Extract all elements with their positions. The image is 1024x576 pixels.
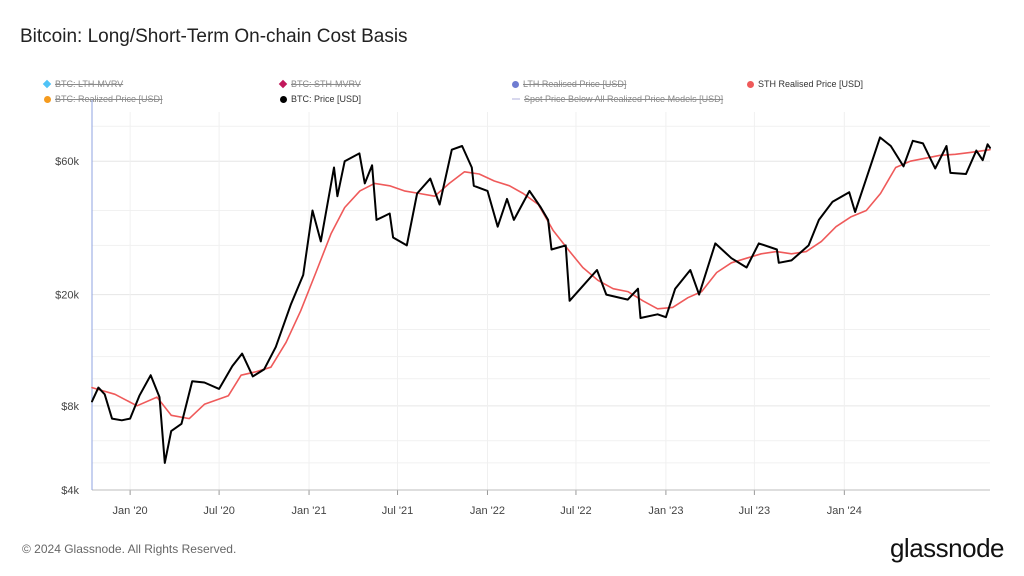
x-tick-label: Jan '23 bbox=[648, 505, 683, 517]
copyright-footer: © 2024 Glassnode. All Rights Reserved. bbox=[22, 542, 237, 556]
legend-item-lth-realised-price-usd[interactable]: LTH Realised Price [USD] bbox=[512, 79, 626, 89]
legend-marker bbox=[512, 81, 519, 88]
x-tick-label: Jul '23 bbox=[739, 505, 770, 517]
legend-marker bbox=[747, 81, 754, 88]
legend-item-btc-lth-mvrv[interactable]: BTC: LTH-MVRV bbox=[42, 79, 124, 89]
legend-item-sth-realised-price-usd[interactable]: STH Realised Price [USD] bbox=[747, 79, 863, 89]
legend-item-btc-realized-price-usd[interactable]: BTC: Realized Price [USD] bbox=[44, 94, 163, 104]
legend-label: BTC: STH-MVRV bbox=[291, 79, 361, 89]
legend-item-btc-price-usd[interactable]: BTC: Price [USD] bbox=[280, 94, 361, 104]
legend-label: Spot Price Below All Realized Price Mode… bbox=[524, 94, 724, 104]
legend-marker bbox=[512, 98, 520, 100]
legend-label: STH Realised Price [USD] bbox=[758, 79, 864, 89]
y-tick-label: $8k bbox=[61, 401, 79, 413]
legend-marker bbox=[44, 96, 51, 103]
legend-label: BTC: Price [USD] bbox=[291, 94, 362, 104]
x-tick-label: Jan '24 bbox=[827, 505, 862, 517]
glassnode-logo: glassnode bbox=[889, 533, 1005, 563]
x-tick-label: Jan '22 bbox=[470, 505, 505, 517]
legend-item-spot-price-below-all-realized-price-models-usd[interactable]: Spot Price Below All Realized Price Mode… bbox=[512, 94, 723, 104]
x-tick-label: Jan '21 bbox=[291, 505, 326, 517]
series-line-sth-realised-price-usd[interactable] bbox=[91, 148, 991, 420]
legend-label: LTH Realised Price [USD] bbox=[523, 79, 627, 89]
chart-title: Bitcoin: Long/Short-Term On-chain Cost B… bbox=[20, 26, 408, 47]
legend-marker bbox=[280, 96, 287, 103]
legend-item-btc-sth-mvrv[interactable]: BTC: STH-MVRV bbox=[278, 79, 361, 89]
x-tick-label: Jul '22 bbox=[560, 505, 591, 517]
y-tick-label: $4k bbox=[61, 485, 79, 497]
legend-label: BTC: Realized Price [USD] bbox=[55, 94, 163, 104]
y-tick-label: $60k bbox=[55, 156, 79, 168]
x-tick-label: Jul '20 bbox=[203, 505, 234, 517]
x-tick-label: Jan '20 bbox=[113, 505, 148, 517]
legend-label: BTC: LTH-MVRV bbox=[55, 79, 124, 89]
legend: BTC: LTH-MVRV BTC: STH-MVRV LTH Realised P… bbox=[42, 79, 944, 109]
y-tick-label: $20k bbox=[55, 290, 79, 302]
x-tick-label: Jul '21 bbox=[382, 505, 413, 517]
series-line-btc-price-usd[interactable] bbox=[91, 136, 991, 464]
